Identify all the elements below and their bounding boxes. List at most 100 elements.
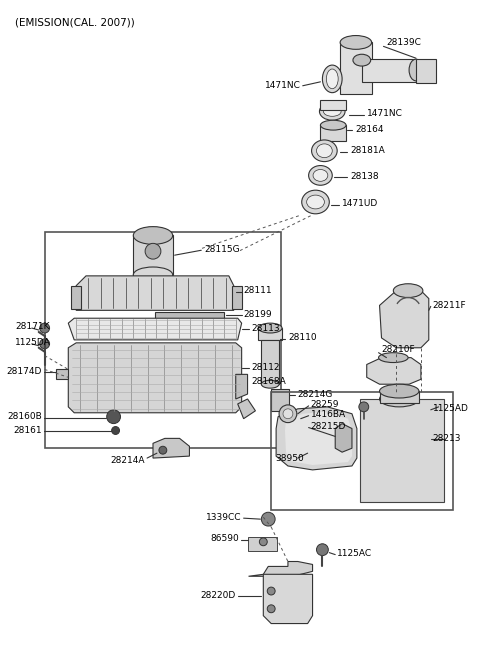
Ellipse shape bbox=[393, 284, 423, 297]
Ellipse shape bbox=[307, 195, 324, 209]
Polygon shape bbox=[264, 575, 312, 624]
Text: 1471NC: 1471NC bbox=[367, 109, 403, 118]
Ellipse shape bbox=[326, 69, 338, 88]
Polygon shape bbox=[249, 561, 312, 577]
Polygon shape bbox=[276, 407, 357, 470]
Polygon shape bbox=[362, 59, 416, 82]
Bar bbox=[155, 313, 224, 320]
Text: 28138: 28138 bbox=[350, 172, 379, 181]
Text: 28139C: 28139C bbox=[386, 38, 421, 47]
Ellipse shape bbox=[313, 170, 328, 182]
Text: 1339CC: 1339CC bbox=[206, 513, 241, 521]
Bar bbox=[340, 43, 372, 94]
Text: 28259: 28259 bbox=[311, 400, 339, 410]
Bar bbox=[321, 100, 346, 110]
Polygon shape bbox=[68, 343, 241, 413]
Bar bbox=[45, 231, 281, 448]
Bar bbox=[71, 286, 81, 309]
Text: 28210F: 28210F bbox=[382, 345, 415, 354]
Ellipse shape bbox=[258, 323, 282, 333]
Bar bbox=[133, 235, 173, 275]
Circle shape bbox=[316, 544, 328, 555]
Circle shape bbox=[359, 402, 369, 412]
Bar bbox=[232, 286, 241, 309]
Text: 28214A: 28214A bbox=[110, 456, 145, 465]
Text: 86590: 86590 bbox=[210, 535, 239, 543]
Circle shape bbox=[145, 243, 161, 259]
Circle shape bbox=[112, 426, 120, 434]
Ellipse shape bbox=[312, 140, 337, 162]
Text: 38950: 38950 bbox=[275, 454, 304, 463]
Text: 28220D: 28220D bbox=[201, 591, 236, 600]
Ellipse shape bbox=[309, 166, 332, 186]
Ellipse shape bbox=[302, 190, 329, 214]
Polygon shape bbox=[153, 438, 190, 458]
Text: 28115G: 28115G bbox=[204, 245, 240, 254]
Circle shape bbox=[40, 323, 49, 333]
Ellipse shape bbox=[279, 405, 297, 423]
Circle shape bbox=[159, 446, 167, 454]
Ellipse shape bbox=[340, 35, 372, 49]
Ellipse shape bbox=[261, 380, 279, 388]
Ellipse shape bbox=[283, 409, 293, 419]
Bar bbox=[271, 392, 454, 510]
Ellipse shape bbox=[323, 65, 342, 92]
Text: 28214G: 28214G bbox=[298, 390, 333, 398]
Polygon shape bbox=[57, 370, 68, 379]
Polygon shape bbox=[285, 412, 352, 465]
Text: 28160B: 28160B bbox=[7, 412, 42, 421]
Bar bbox=[360, 399, 444, 502]
Text: 1416BA: 1416BA bbox=[311, 410, 346, 419]
Text: (EMISSION(CAL. 2007)): (EMISSION(CAL. 2007)) bbox=[15, 18, 135, 28]
Ellipse shape bbox=[379, 352, 408, 362]
Text: 1471UD: 1471UD bbox=[342, 200, 378, 208]
Ellipse shape bbox=[380, 391, 419, 407]
Bar bbox=[258, 328, 282, 340]
Text: 28164: 28164 bbox=[355, 124, 384, 134]
Text: 28211F: 28211F bbox=[433, 301, 467, 310]
Ellipse shape bbox=[133, 267, 173, 283]
Text: 28199: 28199 bbox=[244, 310, 272, 319]
Bar bbox=[380, 391, 419, 403]
Text: 28215D: 28215D bbox=[311, 422, 346, 431]
Ellipse shape bbox=[409, 59, 423, 81]
Text: 1125AD: 1125AD bbox=[433, 404, 468, 414]
Text: 1471NC: 1471NC bbox=[265, 81, 301, 90]
Circle shape bbox=[259, 538, 267, 546]
Text: 1125DA: 1125DA bbox=[15, 338, 51, 347]
Text: 28161: 28161 bbox=[13, 426, 42, 435]
Bar bbox=[321, 125, 346, 141]
Polygon shape bbox=[335, 424, 352, 452]
Circle shape bbox=[261, 512, 275, 526]
Polygon shape bbox=[367, 358, 421, 384]
Text: 28171K: 28171K bbox=[15, 322, 49, 331]
Text: 28168A: 28168A bbox=[252, 377, 286, 386]
Text: 28112: 28112 bbox=[252, 363, 280, 372]
Text: 28113: 28113 bbox=[252, 324, 280, 332]
Circle shape bbox=[107, 410, 120, 424]
Ellipse shape bbox=[321, 120, 346, 130]
Ellipse shape bbox=[324, 106, 341, 116]
Circle shape bbox=[267, 587, 275, 595]
Text: 1125AC: 1125AC bbox=[337, 549, 372, 558]
Circle shape bbox=[267, 605, 275, 612]
Polygon shape bbox=[238, 399, 255, 419]
Polygon shape bbox=[76, 276, 234, 311]
Ellipse shape bbox=[353, 55, 371, 66]
Ellipse shape bbox=[133, 227, 173, 244]
Circle shape bbox=[40, 339, 49, 348]
Ellipse shape bbox=[380, 384, 419, 398]
Bar bbox=[261, 340, 279, 384]
Polygon shape bbox=[236, 374, 248, 399]
Text: 28181A: 28181A bbox=[350, 146, 385, 155]
Bar bbox=[248, 537, 277, 551]
Text: 28111: 28111 bbox=[244, 286, 272, 295]
Ellipse shape bbox=[320, 102, 345, 120]
Polygon shape bbox=[68, 319, 241, 340]
Text: 28174D: 28174D bbox=[6, 367, 42, 376]
Bar bbox=[416, 59, 436, 83]
Polygon shape bbox=[380, 291, 429, 348]
Ellipse shape bbox=[316, 144, 332, 158]
Bar bbox=[271, 389, 289, 411]
Text: 28110: 28110 bbox=[288, 333, 317, 342]
